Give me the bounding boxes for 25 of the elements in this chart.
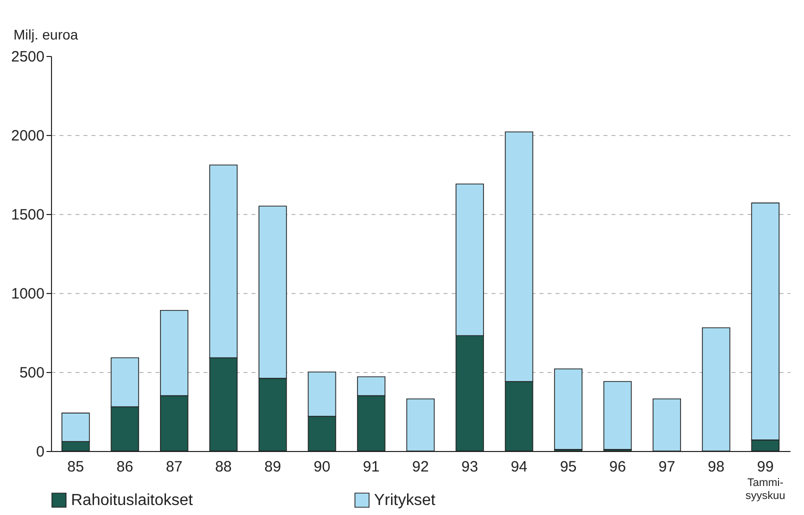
y-tick-label: 2500	[11, 48, 44, 66]
x-tick-label: 86	[116, 458, 134, 476]
x-tick-label: 93	[461, 458, 478, 476]
y-tick-label: 0	[36, 444, 44, 460]
y-tick-label: 500	[19, 364, 44, 382]
x-tick-label: 90	[314, 458, 330, 476]
y-tick-label: 2000	[11, 128, 44, 144]
x-tick-label: 99	[757, 458, 774, 476]
x-tick-label: 96	[609, 458, 626, 476]
x-tick-label: 92	[412, 458, 429, 476]
legend-label: Yritykset	[374, 492, 436, 510]
x-tick-label: 89	[264, 458, 282, 476]
y-tick-label: 1000	[11, 286, 44, 302]
x-tick-label: 87	[166, 458, 183, 476]
x-tick-label: 95	[560, 458, 577, 476]
y-axis-title: Milj. euroa	[14, 26, 78, 42]
x-tick-label: 98	[708, 458, 724, 476]
text: Tammi- syyskuu	[745, 477, 786, 502]
x-tick-label: 85	[67, 458, 84, 476]
x-tick-label: 94	[510, 458, 528, 476]
x-tick-label: 97	[658, 458, 676, 476]
y-tick-label: 1500	[11, 206, 44, 224]
legend-label: Rahoituslaitokset	[71, 492, 194, 510]
x-tick-label: 91	[362, 458, 380, 476]
x-tick-label: 88	[215, 458, 232, 476]
